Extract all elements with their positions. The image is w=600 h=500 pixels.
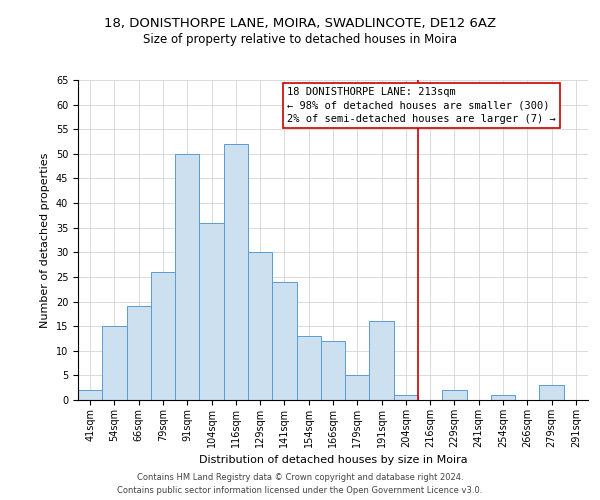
Bar bbox=[78, 390, 102, 400]
Bar bbox=[102, 326, 127, 400]
Bar bbox=[296, 336, 321, 400]
Bar bbox=[370, 321, 394, 400]
Bar bbox=[127, 306, 151, 400]
Bar bbox=[345, 376, 370, 400]
Bar bbox=[151, 272, 175, 400]
Text: Size of property relative to detached houses in Moira: Size of property relative to detached ho… bbox=[143, 32, 457, 46]
Text: 18 DONISTHORPE LANE: 213sqm
← 98% of detached houses are smaller (300)
2% of sem: 18 DONISTHORPE LANE: 213sqm ← 98% of det… bbox=[287, 88, 556, 124]
Bar bbox=[539, 385, 564, 400]
Bar bbox=[175, 154, 199, 400]
Text: Contains HM Land Registry data © Crown copyright and database right 2024.
Contai: Contains HM Land Registry data © Crown c… bbox=[118, 474, 482, 495]
Y-axis label: Number of detached properties: Number of detached properties bbox=[40, 152, 50, 328]
Bar bbox=[272, 282, 296, 400]
Text: 18, DONISTHORPE LANE, MOIRA, SWADLINCOTE, DE12 6AZ: 18, DONISTHORPE LANE, MOIRA, SWADLINCOTE… bbox=[104, 18, 496, 30]
Bar bbox=[321, 341, 345, 400]
Bar bbox=[224, 144, 248, 400]
X-axis label: Distribution of detached houses by size in Moira: Distribution of detached houses by size … bbox=[199, 456, 467, 466]
Bar bbox=[491, 395, 515, 400]
Bar bbox=[248, 252, 272, 400]
Bar bbox=[442, 390, 467, 400]
Bar bbox=[394, 395, 418, 400]
Bar bbox=[199, 223, 224, 400]
